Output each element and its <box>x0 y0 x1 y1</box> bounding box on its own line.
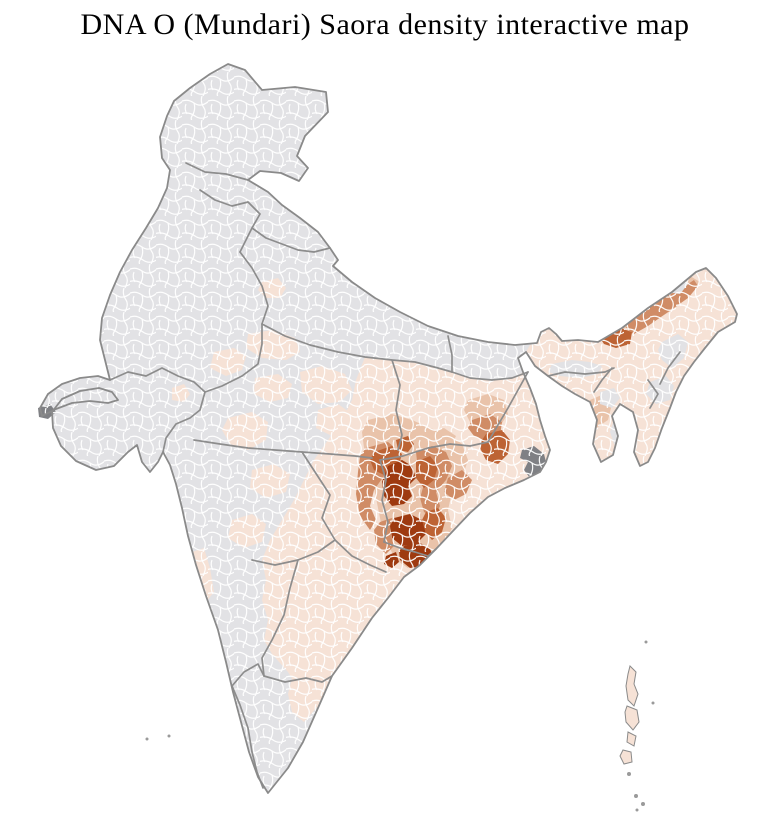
page-title: DNA O (Mundari) Saora density interactiv… <box>80 8 690 41</box>
lakshadweep-dot-2 <box>167 734 171 738</box>
island-dot-4 <box>634 794 638 798</box>
lakshadweep-islands <box>145 734 171 741</box>
island-dot-3 <box>627 772 631 776</box>
andaman-main-north[interactable] <box>625 665 639 707</box>
region-kerala-sliver[interactable] <box>212 710 230 762</box>
island-dot-1 <box>644 640 648 644</box>
island-dot-6 <box>635 808 639 812</box>
island-dot-2 <box>651 701 655 705</box>
region-arunachal-gray-2[interactable] <box>630 294 650 310</box>
andaman-islands[interactable] <box>619 640 655 812</box>
lakshadweep-dot-1 <box>145 737 149 741</box>
island-dot-5 <box>641 802 645 806</box>
andaman-main-south[interactable] <box>626 731 637 747</box>
little-andaman[interactable] <box>619 749 633 765</box>
andaman-main-mid[interactable] <box>624 705 640 731</box>
